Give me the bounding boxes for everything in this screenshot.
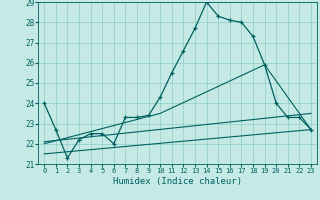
X-axis label: Humidex (Indice chaleur): Humidex (Indice chaleur) [113,177,242,186]
